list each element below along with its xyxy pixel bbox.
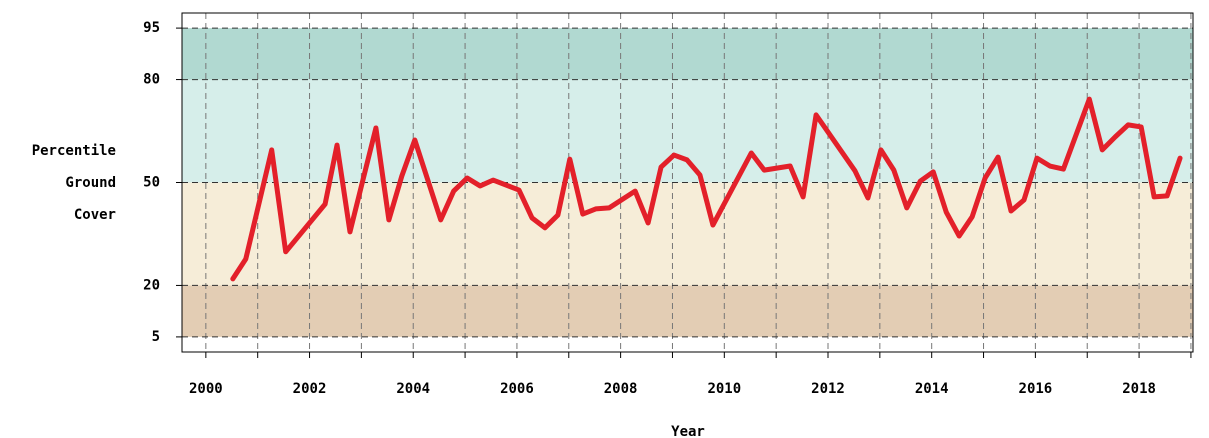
x-tick-label: 2000 (189, 381, 223, 397)
band (182, 285, 1193, 337)
x-tick-label: 2008 (604, 381, 638, 397)
x-axis-label: Year (671, 424, 705, 438)
x-tick-label: 2006 (500, 381, 534, 397)
band (182, 182, 1193, 286)
y-tick-label: 80 (143, 72, 160, 88)
x-tick-label: 2014 (915, 381, 949, 397)
y-axis-label: Percentile (32, 143, 116, 159)
grid (176, 12, 1194, 358)
plot-frame (181, 12, 1194, 353)
x-tick-label: 2004 (396, 381, 430, 397)
labels: 2000 2002 2004 2006 2008 2010 2012 2014 2016 2018… (143, 20, 1156, 397)
band (182, 28, 1193, 80)
band (182, 79, 1193, 183)
y-axis-label: Cover (74, 207, 116, 223)
y-tick-label: 95 (143, 20, 160, 36)
y-tick-label: 20 (143, 277, 160, 293)
x-tick-label: 2018 (1122, 381, 1156, 397)
y-tick-label: 50 (143, 175, 160, 191)
x-tick-label: 2012 (811, 381, 845, 397)
x-tick-label: 2010 (707, 381, 741, 397)
line-series (230, 96, 1183, 282)
x-tick-label: 2016 (1019, 381, 1053, 397)
y-tick-label: 5 (152, 329, 160, 345)
y-axis-label: Ground (65, 175, 116, 191)
x-tick-label: 2002 (293, 381, 327, 397)
marks (230, 96, 1183, 282)
